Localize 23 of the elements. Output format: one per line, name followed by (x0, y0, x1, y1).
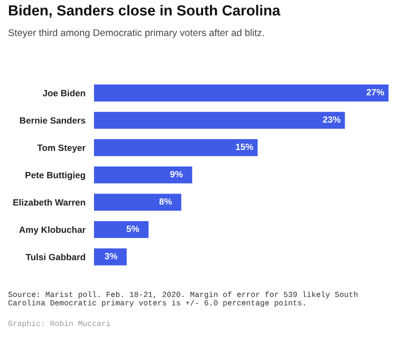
data-label: 27% (366, 89, 384, 96)
bar (94, 221, 149, 238)
data-label: 23% (322, 116, 340, 123)
y-tick-label: Pete Buttigieg (26, 172, 86, 180)
chart-subtitle: Steyer third among Democratic primary voters after ad blitz. (8, 28, 264, 38)
y-tick-label: Elizabeth Warren (13, 198, 86, 206)
data-label: 15% (236, 144, 254, 150)
y-tick-label: Tulsi Gabbard (26, 254, 86, 260)
y-tick-label: Tom Steyer (37, 144, 86, 153)
bar (94, 166, 192, 184)
y-tick-label: Joe Biden (42, 90, 86, 96)
bar (94, 139, 258, 156)
data-label: 3% (104, 252, 118, 260)
data-label: 9% (170, 170, 183, 178)
y-tick-label: Amy Klobuchar (19, 226, 86, 235)
bar (94, 248, 127, 266)
data-label: 8% (159, 198, 172, 205)
bar (94, 112, 345, 129)
bar (94, 194, 182, 211)
y-tick-label: Bernie Sanders (20, 117, 86, 124)
bar (94, 84, 389, 102)
data-label: 5% (126, 226, 140, 232)
chart-title: Biden, Sanders close in South Carolina (8, 4, 280, 18)
